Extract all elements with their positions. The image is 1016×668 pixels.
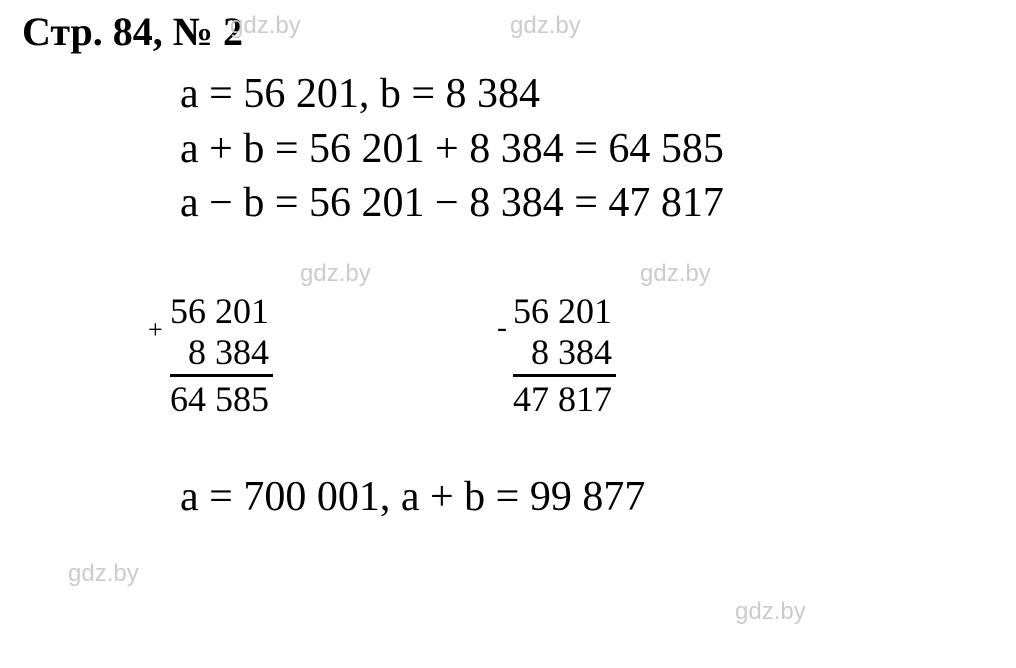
equation-line-4: a = 700 001, a + b = 99 877 (180, 470, 1016, 525)
watermark-4: gdz.by (640, 260, 711, 288)
add-result: 64 585 (170, 377, 273, 420)
equation-block-2: a = 700 001, a + b = 99 877 (0, 470, 1016, 525)
column-addition: + 56 201 8 384 64 585 (170, 291, 273, 420)
heading-text: Стр. 84, № 2 (22, 9, 243, 54)
column-subtraction: - 56 201 8 384 47 817 (513, 291, 616, 420)
equation-block-1: a = 56 201, b = 8 384 a + b = 56 201 + 8… (0, 67, 1016, 231)
watermark-1: gdz.by (230, 12, 301, 40)
watermark-2: gdz.by (510, 12, 581, 40)
sub-operand-2: 8 384 (513, 332, 616, 376)
add-operand-1: 56 201 (170, 291, 273, 332)
watermark-5: gdz.by (68, 560, 139, 588)
plus-sign: + (148, 315, 163, 345)
columnar-section: + 56 201 8 384 64 585 - 56 201 8 384 47 … (0, 291, 1016, 420)
equation-line-2: a + b = 56 201 + 8 384 = 64 585 (180, 122, 1016, 177)
sub-result: 47 817 (513, 377, 616, 420)
watermark-6: gdz.by (735, 598, 806, 626)
equation-line-3: a − b = 56 201 − 8 384 = 47 817 (180, 176, 1016, 231)
watermark-3: gdz.by (300, 260, 371, 288)
page-heading: Стр. 84, № 2 (0, 8, 1016, 55)
minus-sign: - (497, 311, 507, 346)
equation-line-1: a = 56 201, b = 8 384 (180, 67, 1016, 122)
add-operand-2: 8 384 (170, 332, 273, 376)
sub-operand-1: 56 201 (513, 291, 616, 332)
